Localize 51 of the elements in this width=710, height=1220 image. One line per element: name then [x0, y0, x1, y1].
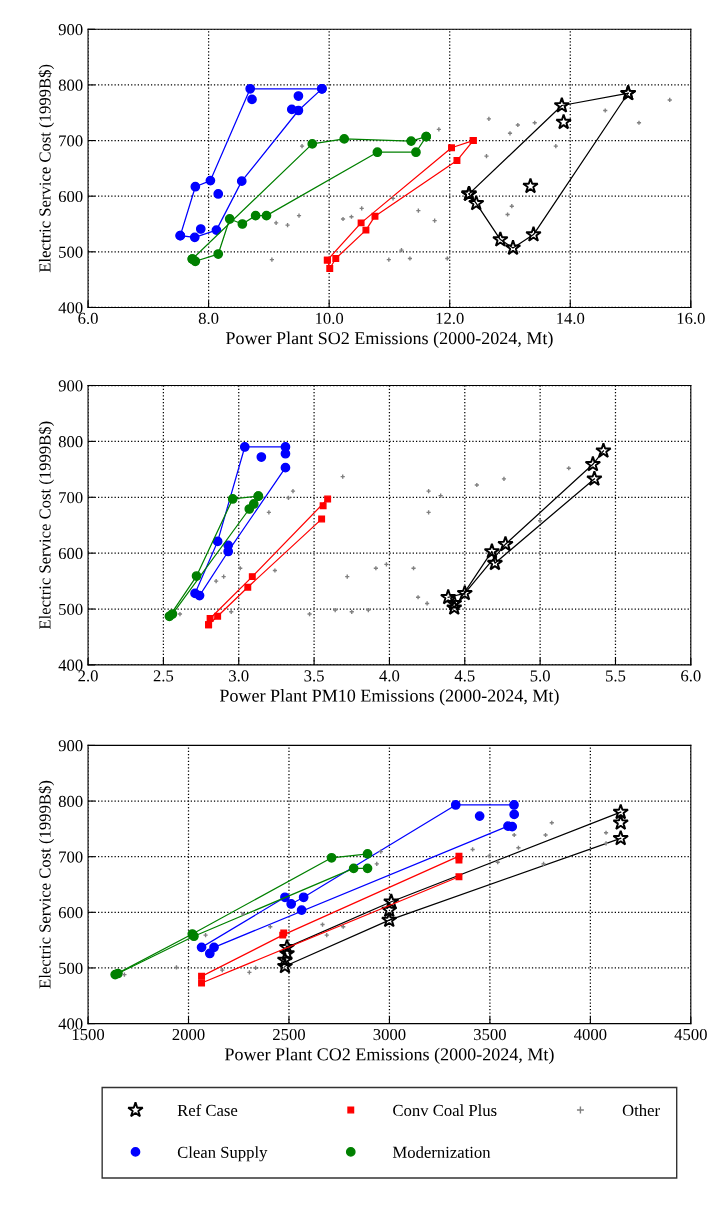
y-axis-title: Electric Service Cost (1999B$) [38, 780, 55, 989]
y-tick-label: 800 [58, 79, 83, 91]
x-tick-label: 6.0 [681, 670, 701, 682]
x-tick-label: 2000 [172, 1028, 205, 1041]
x-tick-label: 2.0 [78, 670, 98, 682]
y-tick-label: 500 [59, 603, 83, 615]
x-tick-label: 4500 [674, 1028, 707, 1041]
x-tick-label: 12.0 [436, 312, 464, 325]
x-tick-label: 6.0 [78, 312, 98, 325]
x-tick-label: 16.0 [677, 312, 705, 325]
y-axis-title: Electric Service Cost (1999B$) [38, 64, 55, 273]
y-tick-label: 900 [58, 380, 83, 392]
x-axis-title: Power Plant SO2 Emissions (2000-2024, Mt) [225, 331, 553, 348]
y-tick-label: 900 [58, 740, 83, 752]
x-tick-label: 1500 [72, 1028, 105, 1041]
legend-label: Ref Case [177, 1104, 238, 1117]
y-tick-label: 600 [58, 547, 83, 560]
x-tick-label: 2500 [273, 1028, 305, 1041]
y-axis-title: Electric Service Cost (1999B$) [38, 421, 55, 630]
y-tick-label: 400 [58, 302, 83, 314]
x-tick-label: 3000 [373, 1028, 406, 1041]
x-tick-label: 10.0 [316, 312, 344, 325]
x-tick-label: 3.5 [304, 670, 324, 682]
y-tick-label: 800 [58, 795, 83, 807]
x-axis-title: Power Plant CO2 Emissions (2000-2024, Mt) [224, 1047, 554, 1065]
x-tick-label: 5.0 [530, 670, 550, 682]
y-tick-label: 900 [58, 23, 83, 36]
x-tick-label: 2.5 [153, 670, 174, 682]
y-tick-label: 700 [59, 851, 83, 863]
y-tick-label: 400 [58, 1018, 83, 1030]
y-tick-label: 600 [58, 190, 83, 203]
x-tick-label: 14.0 [557, 312, 585, 325]
x-tick-label: 8.0 [198, 312, 219, 325]
x-tick-label: 3500 [474, 1028, 506, 1041]
x-tick-label: 3.0 [229, 670, 249, 682]
y-tick-label: 400 [58, 659, 83, 671]
x-tick-label: 4.5 [454, 670, 475, 682]
x-tick-label: 5.5 [606, 670, 626, 682]
y-tick-label: 600 [58, 907, 83, 919]
x-tick-label: 4000 [574, 1028, 607, 1041]
legend-label: Other [622, 1104, 660, 1117]
legend-label: Clean Supply [177, 1146, 268, 1162]
y-tick-label: 500 [59, 962, 83, 974]
x-axis-title: Power Plant PM10 Emissions (2000-2024, Mt) [219, 689, 559, 706]
y-tick-label: 800 [58, 436, 83, 448]
y-tick-label: 700 [59, 491, 83, 504]
y-tick-label: 700 [59, 135, 83, 147]
y-tick-label: 500 [59, 246, 83, 258]
legend-label: Modernization [392, 1146, 491, 1158]
x-tick-label: 4.0 [379, 670, 400, 682]
legend-label: Conv Coal Plus [393, 1104, 497, 1117]
